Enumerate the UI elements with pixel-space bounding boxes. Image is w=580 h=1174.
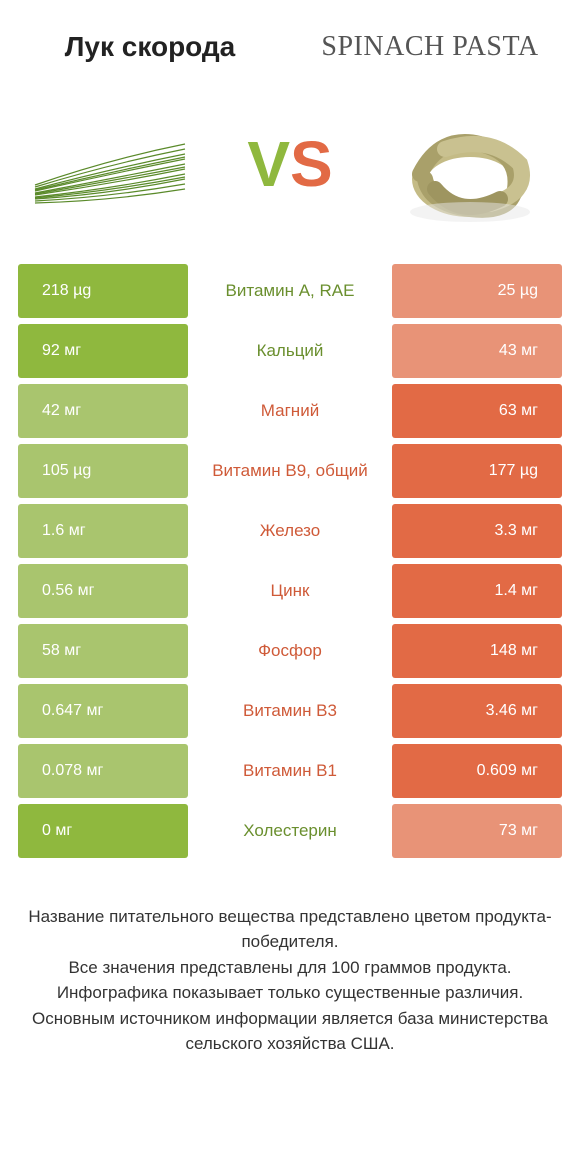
value-right: 1.4 мг [392, 564, 562, 618]
nutrient-label: Цинк [188, 564, 392, 618]
nutrient-label: Витамин B3 [188, 684, 392, 738]
value-left: 0 мг [18, 804, 188, 858]
value-left: 0.647 мг [18, 684, 188, 738]
nutrient-label: Фосфор [188, 624, 392, 678]
value-right: 3.3 мг [392, 504, 562, 558]
value-right: 25 µg [392, 264, 562, 318]
table-row: 105 µgВитамин B9, общий177 µg [18, 444, 562, 498]
table-row: 58 мгФосфор148 мг [18, 624, 562, 678]
value-right: 0.609 мг [392, 744, 562, 798]
footer-note: Название питательного вещества представл… [0, 864, 580, 1057]
table-row: 42 мгМагний63 мг [18, 384, 562, 438]
value-left: 0.56 мг [18, 564, 188, 618]
nutrient-label: Витамин B9, общий [188, 444, 392, 498]
vs-s: S [290, 128, 333, 200]
table-row: 0.078 мгВитамин B10.609 мг [18, 744, 562, 798]
vs-v: V [247, 128, 290, 200]
title-right: Spinach pasta [320, 30, 540, 64]
value-left: 218 µg [18, 264, 188, 318]
nutrient-label: Холестерин [188, 804, 392, 858]
table-row: 0.647 мгВитамин B33.46 мг [18, 684, 562, 738]
table-row: 218 µgВитамин A, RAE25 µg [18, 264, 562, 318]
value-right: 43 мг [392, 324, 562, 378]
table-row: 0 мгХолестерин73 мг [18, 804, 562, 858]
vs-label: VS [247, 127, 332, 201]
nutrient-label: Железо [188, 504, 392, 558]
value-left: 0.078 мг [18, 744, 188, 798]
value-left: 58 мг [18, 624, 188, 678]
nutrient-label: Магний [188, 384, 392, 438]
value-left: 42 мг [18, 384, 188, 438]
title-left: Лук скорода [40, 30, 260, 64]
value-right: 148 мг [392, 624, 562, 678]
pasta-image [390, 94, 550, 234]
nutrient-label: Витамин A, RAE [188, 264, 392, 318]
nutrient-label: Кальций [188, 324, 392, 378]
value-right: 3.46 мг [392, 684, 562, 738]
value-right: 177 µg [392, 444, 562, 498]
table-row: 0.56 мгЦинк1.4 мг [18, 564, 562, 618]
value-right: 73 мг [392, 804, 562, 858]
value-left: 105 µg [18, 444, 188, 498]
vs-row: VS [0, 84, 580, 264]
value-right: 63 мг [392, 384, 562, 438]
nutrient-label: Витамин B1 [188, 744, 392, 798]
value-left: 1.6 мг [18, 504, 188, 558]
nutrition-table: 218 µgВитамин A, RAE25 µg 92 мгКальций43 … [0, 264, 580, 858]
titles-row: Лук скорода Spinach pasta [0, 0, 580, 84]
value-left: 92 мг [18, 324, 188, 378]
chives-image [30, 94, 190, 234]
table-row: 92 мгКальций43 мг [18, 324, 562, 378]
table-row: 1.6 мгЖелезо3.3 мг [18, 504, 562, 558]
